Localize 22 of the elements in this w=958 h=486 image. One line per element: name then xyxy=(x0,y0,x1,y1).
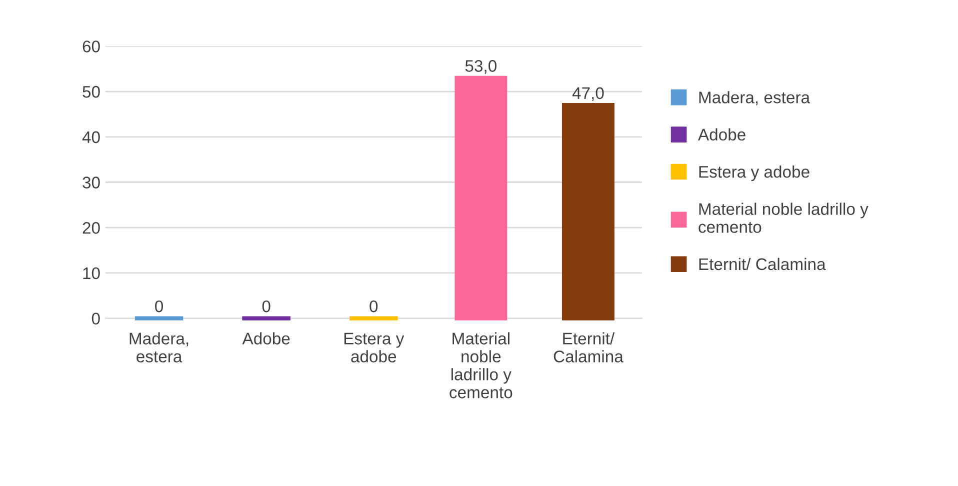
y-tick-label: 20 xyxy=(82,222,100,234)
y-tick-label: 30 xyxy=(82,176,100,188)
data-label: 0 xyxy=(262,300,270,312)
data-label: 47,0 xyxy=(572,87,604,102)
x-tick-label: Madera, estera xyxy=(130,332,188,362)
x-tick-label: Estera y adobe xyxy=(344,332,404,362)
data-label: 0 xyxy=(155,300,164,312)
x-tick-label: Eternit/ Calamina xyxy=(554,332,624,362)
data-label: 53,0 xyxy=(465,60,496,74)
y-tick-label: 10 xyxy=(83,267,100,280)
data-label: 0 xyxy=(370,300,378,312)
legend-label: Material noble ladrillo y cemento xyxy=(698,202,868,233)
legend-label: Eternit/ Calamina xyxy=(699,258,826,270)
x-tick-label: Adobe xyxy=(242,332,290,344)
y-tick-label: 60 xyxy=(82,40,100,52)
y-tick-label: 40 xyxy=(82,131,100,144)
x-tick-label: Material noble ladrillo y cemento xyxy=(450,332,512,398)
legend-label: Madera, estera xyxy=(699,91,810,106)
y-tick-label: 0 xyxy=(92,312,100,325)
legend-label: Adobe xyxy=(698,128,746,141)
legend-label: Estera y adobe xyxy=(699,166,810,182)
y-tick-label: 50 xyxy=(82,86,100,98)
